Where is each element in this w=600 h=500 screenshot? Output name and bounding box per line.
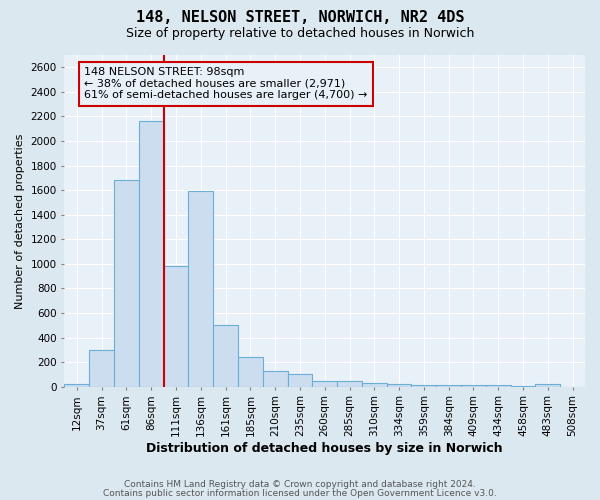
Text: Contains public sector information licensed under the Open Government Licence v3: Contains public sector information licen…	[103, 489, 497, 498]
Bar	[64, 384, 89, 386]
Bar	[362, 383, 386, 386]
Bar	[89, 350, 114, 387]
X-axis label: Distribution of detached houses by size in Norwich: Distribution of detached houses by size …	[146, 442, 503, 455]
Text: Size of property relative to detached houses in Norwich: Size of property relative to detached ho…	[126, 28, 474, 40]
Bar	[535, 384, 560, 386]
Bar	[164, 266, 188, 386]
Bar	[412, 385, 436, 386]
Bar	[436, 385, 461, 386]
Y-axis label: Number of detached properties: Number of detached properties	[15, 133, 25, 308]
Bar	[263, 370, 287, 386]
Bar	[486, 385, 511, 386]
Bar	[313, 380, 337, 386]
Bar	[114, 180, 139, 386]
Bar	[238, 356, 263, 386]
Bar	[386, 384, 412, 386]
Bar	[461, 385, 486, 386]
Bar	[139, 122, 164, 386]
Text: Contains HM Land Registry data © Crown copyright and database right 2024.: Contains HM Land Registry data © Crown c…	[124, 480, 476, 489]
Text: 148, NELSON STREET, NORWICH, NR2 4DS: 148, NELSON STREET, NORWICH, NR2 4DS	[136, 10, 464, 25]
Text: 148 NELSON STREET: 98sqm
← 38% of detached houses are smaller (2,971)
61% of sem: 148 NELSON STREET: 98sqm ← 38% of detach…	[84, 68, 368, 100]
Bar	[188, 192, 213, 386]
Bar	[337, 381, 362, 386]
Bar	[213, 326, 238, 386]
Bar	[287, 374, 313, 386]
